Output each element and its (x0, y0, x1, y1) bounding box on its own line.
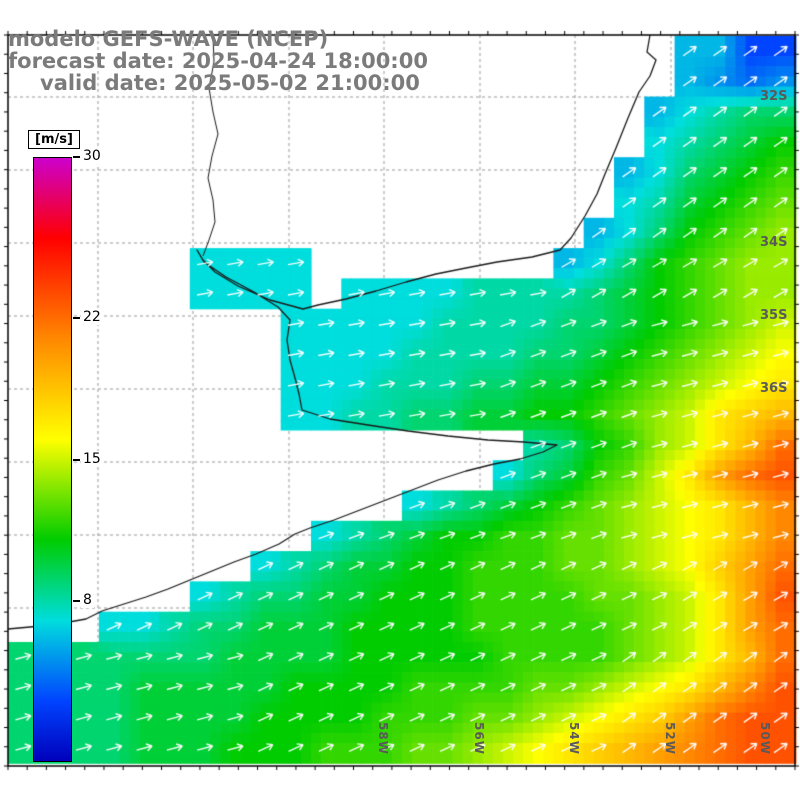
colorbar-tick-label: 15 (81, 450, 103, 467)
valid-date-label: valid date: 2025-05-02 21:00:00 (40, 71, 420, 95)
forecast-date-label: forecast date: 2025-04-24 18:00:00 (8, 49, 428, 73)
lat-label: 32S (760, 89, 788, 104)
colorbar-tick (73, 317, 80, 320)
map-header: modelo GEFS-WAVE (NCEP) forecast date: 2… (8, 28, 428, 94)
lon-label: 56W (472, 722, 486, 755)
colorbar-tick (73, 458, 80, 461)
colorbar-unit-label: [m/s] (28, 130, 80, 149)
colorbar-tick-label: 22 (81, 309, 103, 326)
lon-label: 54W (567, 722, 581, 755)
lon-label: 50W (758, 722, 772, 755)
colorbar: [m/s] 30 22 15 8 (28, 128, 148, 768)
lon-label: 52W (663, 722, 677, 755)
colorbar-tick-label: 30 (81, 148, 103, 164)
colorbar-gradient (33, 157, 72, 762)
colorbar-tick (73, 156, 80, 158)
lat-label: 35S (760, 308, 788, 323)
colorbar-tick (73, 599, 80, 602)
colorbar-tick-label: 8 (81, 591, 94, 608)
lat-label: 34S (760, 235, 788, 250)
lon-label: 58W (376, 722, 390, 755)
model-title: modelo GEFS-WAVE (NCEP) (8, 27, 329, 51)
lat-label: 36S (760, 381, 788, 396)
